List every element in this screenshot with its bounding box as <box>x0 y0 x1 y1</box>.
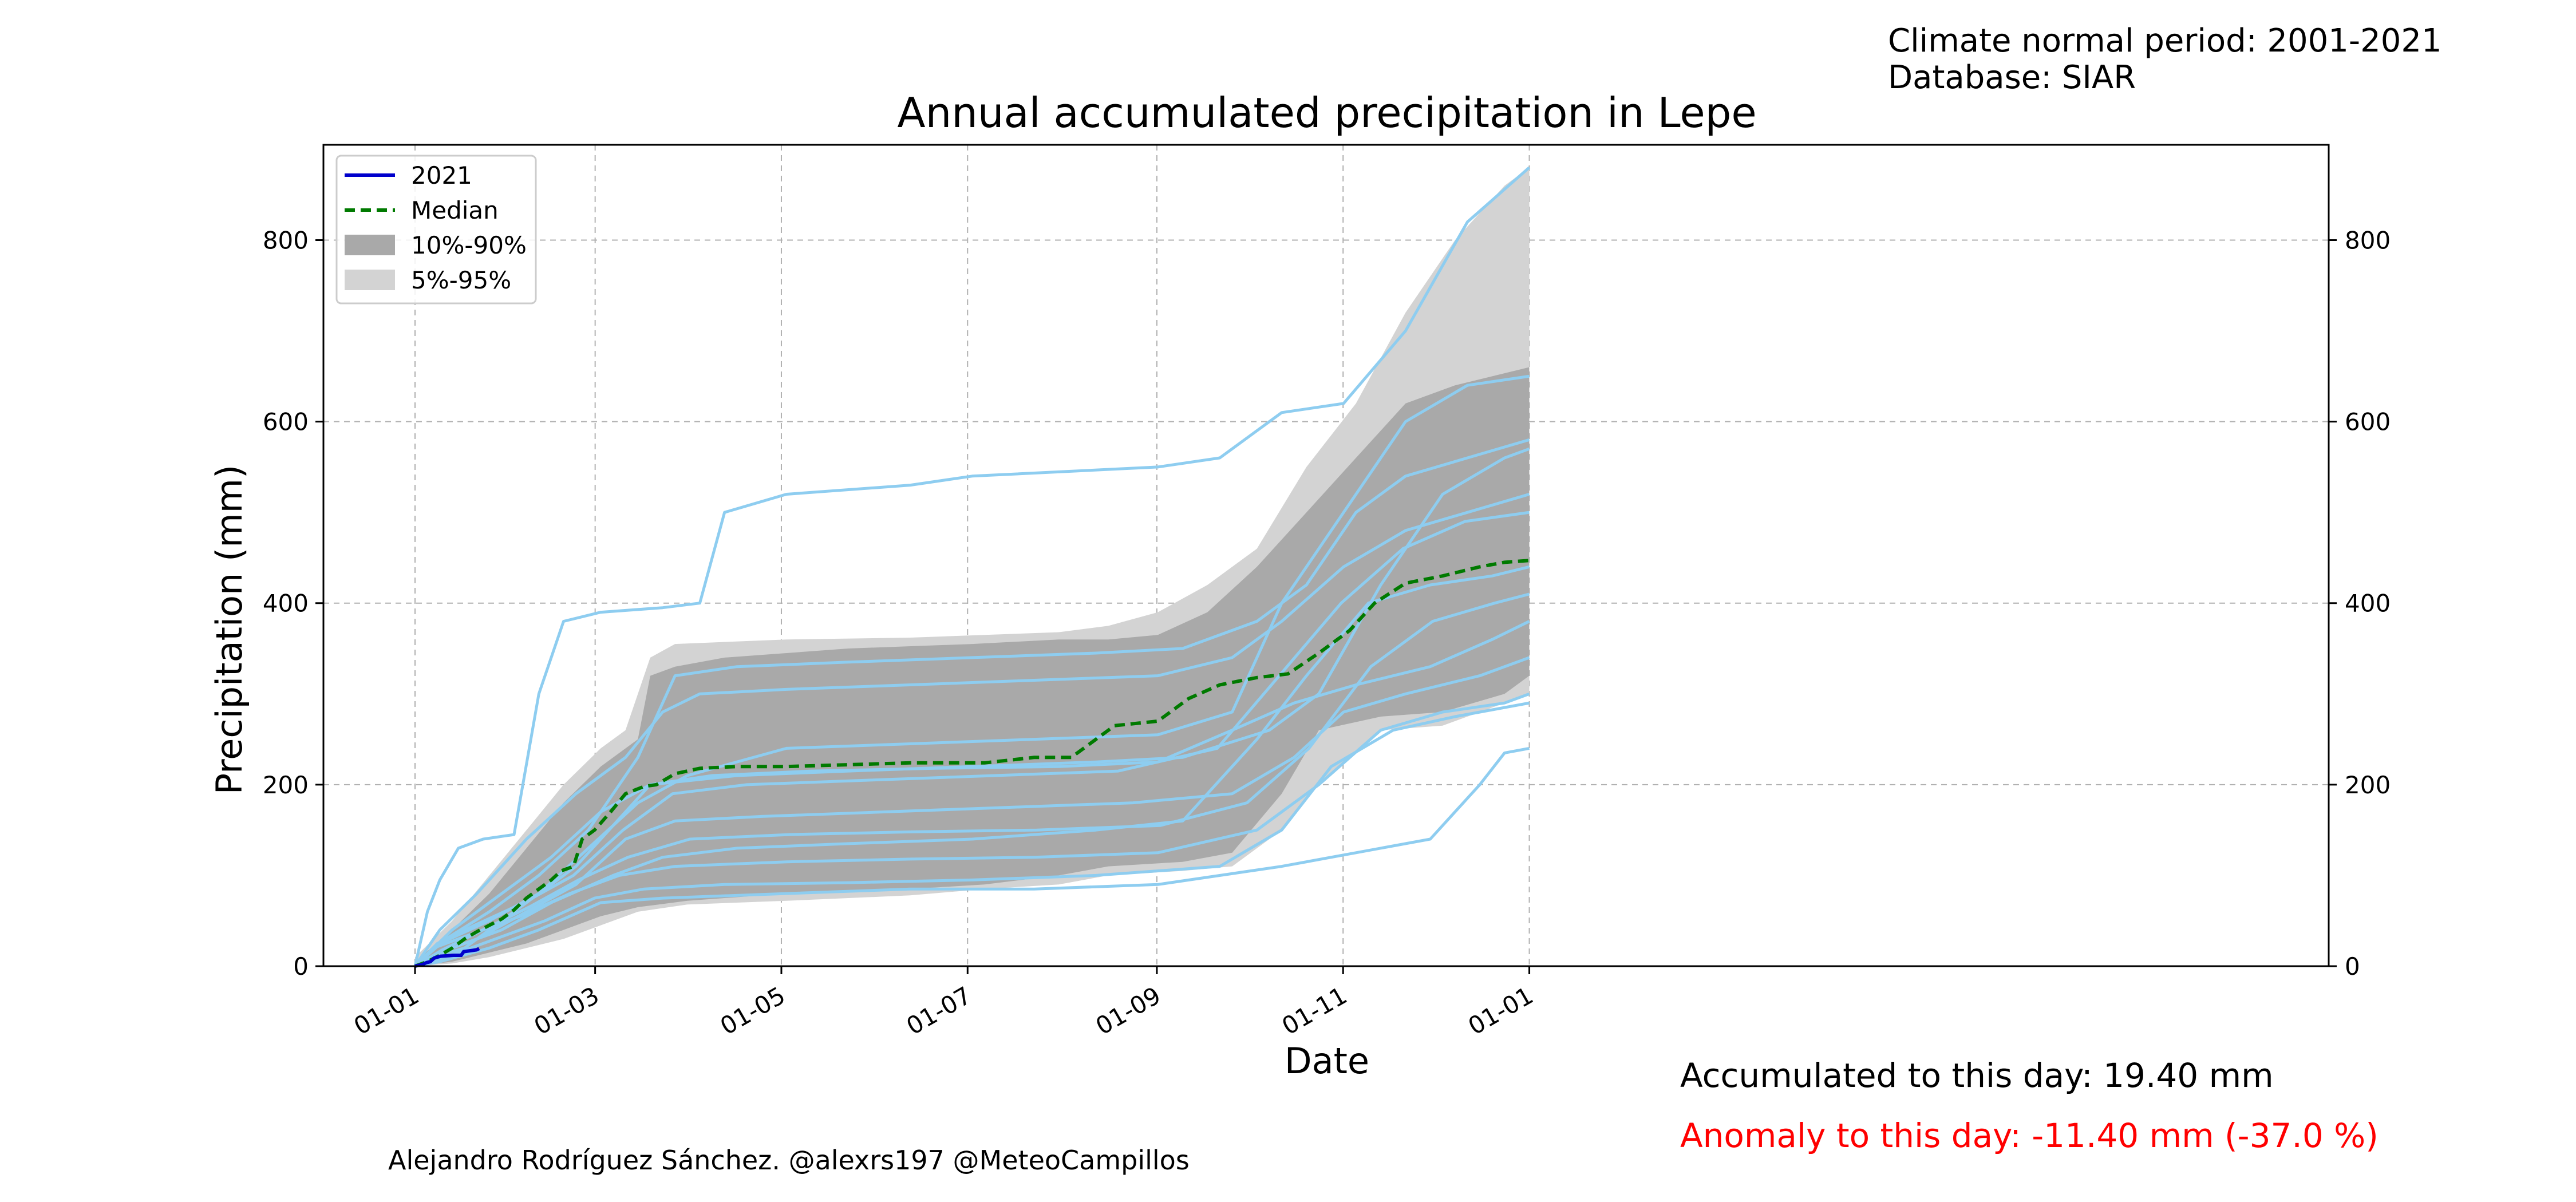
y-tick-label: 0 <box>293 952 309 980</box>
x-tick-label: 01-03 <box>529 981 603 1040</box>
history-line <box>414 620 1530 967</box>
legend-label: Median <box>411 196 499 224</box>
x-tick-label: 01-05 <box>716 981 790 1040</box>
history-line <box>413 166 1531 967</box>
climate-normal-period: Climate normal period: 2001-2021 <box>1888 22 2442 60</box>
y-axis-label: Precipitation (mm) <box>208 465 250 794</box>
legend-label: 5%-95% <box>411 266 511 294</box>
x-tick-label: 01-09 <box>1091 981 1165 1040</box>
legend-label: 10%-90% <box>411 231 527 259</box>
y-tick-label-right: 400 <box>2345 590 2391 618</box>
y-tick-label: 400 <box>263 590 309 618</box>
y-tick-label-right: 800 <box>2345 226 2391 254</box>
accumulated-to-date: Accumulated to this day: 19.40 mm <box>1680 1056 2274 1095</box>
history-lines <box>413 166 1531 968</box>
history-line <box>414 592 1530 968</box>
current-year-line <box>414 947 480 968</box>
x-tick-label: 01-01 <box>349 981 424 1040</box>
x-tick-label: 01-01 <box>1463 981 1538 1040</box>
history-line <box>414 701 1530 968</box>
y-tick-label-right: 0 <box>2345 952 2360 980</box>
author-credit: Alejandro Rodríguez Sánchez. @alexrs197 … <box>388 1145 1190 1176</box>
y-tick-label: 600 <box>263 408 309 436</box>
database-label: Database: SIAR <box>1888 59 2136 96</box>
y-tick-label: 200 <box>263 771 309 799</box>
band-10-90 <box>415 367 1530 966</box>
legend-label: 2021 <box>411 161 472 189</box>
history-line <box>413 493 1530 967</box>
history-line <box>414 746 1530 968</box>
legend-box <box>335 155 537 305</box>
percentile-bands <box>415 167 1530 967</box>
history-line <box>414 692 1530 967</box>
legend-swatch-band <box>345 270 395 290</box>
x-axis-label: Date <box>1285 1040 1369 1082</box>
y-tick-label-right: 600 <box>2345 408 2391 436</box>
x-tick-label: 01-07 <box>902 981 976 1040</box>
y-tick-label-right: 200 <box>2345 771 2391 799</box>
plot-frame <box>322 144 2330 967</box>
history-line <box>414 565 1530 968</box>
legend: 2021 Median 10%-90% 5%-95% <box>335 155 537 305</box>
chart-title: Annual accumulated precipitation in Lepe <box>897 89 1756 137</box>
history-line <box>414 438 1530 967</box>
legend-swatch-band <box>345 235 395 255</box>
median-line <box>414 559 1530 968</box>
x-tick-label: 01-11 <box>1277 981 1352 1040</box>
history-line <box>414 511 1530 967</box>
median-series <box>414 559 1530 968</box>
y-tick-label: 800 <box>263 226 309 254</box>
current-year-series <box>414 947 480 968</box>
anomaly-to-date: Anomaly to this day: -11.40 mm (-37.0 %) <box>1680 1116 2379 1155</box>
